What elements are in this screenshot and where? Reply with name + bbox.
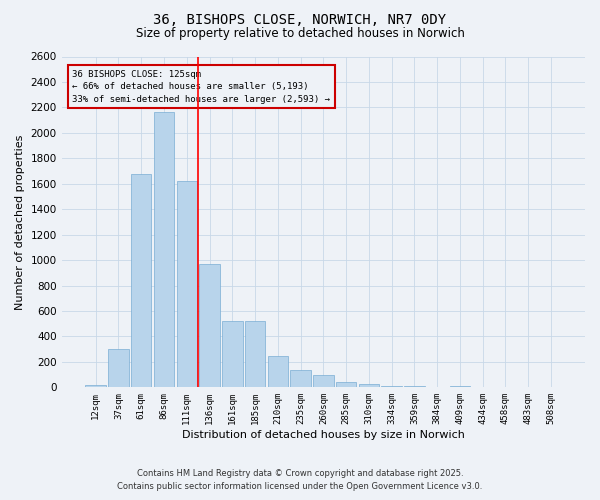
Text: Contains HM Land Registry data © Crown copyright and database right 2025.
Contai: Contains HM Land Registry data © Crown c…	[118, 470, 482, 491]
Text: Size of property relative to detached houses in Norwich: Size of property relative to detached ho…	[136, 28, 464, 40]
Bar	[245, 321, 265, 388]
Bar	[382, 386, 402, 388]
Bar	[449, 386, 470, 388]
Bar	[199, 264, 220, 388]
Text: 36 BISHOPS CLOSE: 125sqm
← 66% of detached houses are smaller (5,193)
33% of sem: 36 BISHOPS CLOSE: 125sqm ← 66% of detach…	[72, 70, 330, 103]
Bar	[222, 321, 242, 388]
Bar	[290, 370, 311, 388]
Bar	[427, 386, 448, 388]
Bar	[268, 356, 288, 388]
Bar	[359, 384, 379, 388]
Y-axis label: Number of detached properties: Number of detached properties	[15, 134, 25, 310]
Bar	[313, 375, 334, 388]
Bar	[518, 386, 538, 388]
Bar	[108, 349, 129, 388]
Bar	[336, 382, 356, 388]
X-axis label: Distribution of detached houses by size in Norwich: Distribution of detached houses by size …	[182, 430, 465, 440]
Bar	[131, 174, 151, 388]
Bar	[404, 386, 425, 388]
Bar	[85, 386, 106, 388]
Bar	[472, 386, 493, 388]
Bar	[176, 181, 197, 388]
Bar	[154, 112, 174, 388]
Text: 36, BISHOPS CLOSE, NORWICH, NR7 0DY: 36, BISHOPS CLOSE, NORWICH, NR7 0DY	[154, 12, 446, 26]
